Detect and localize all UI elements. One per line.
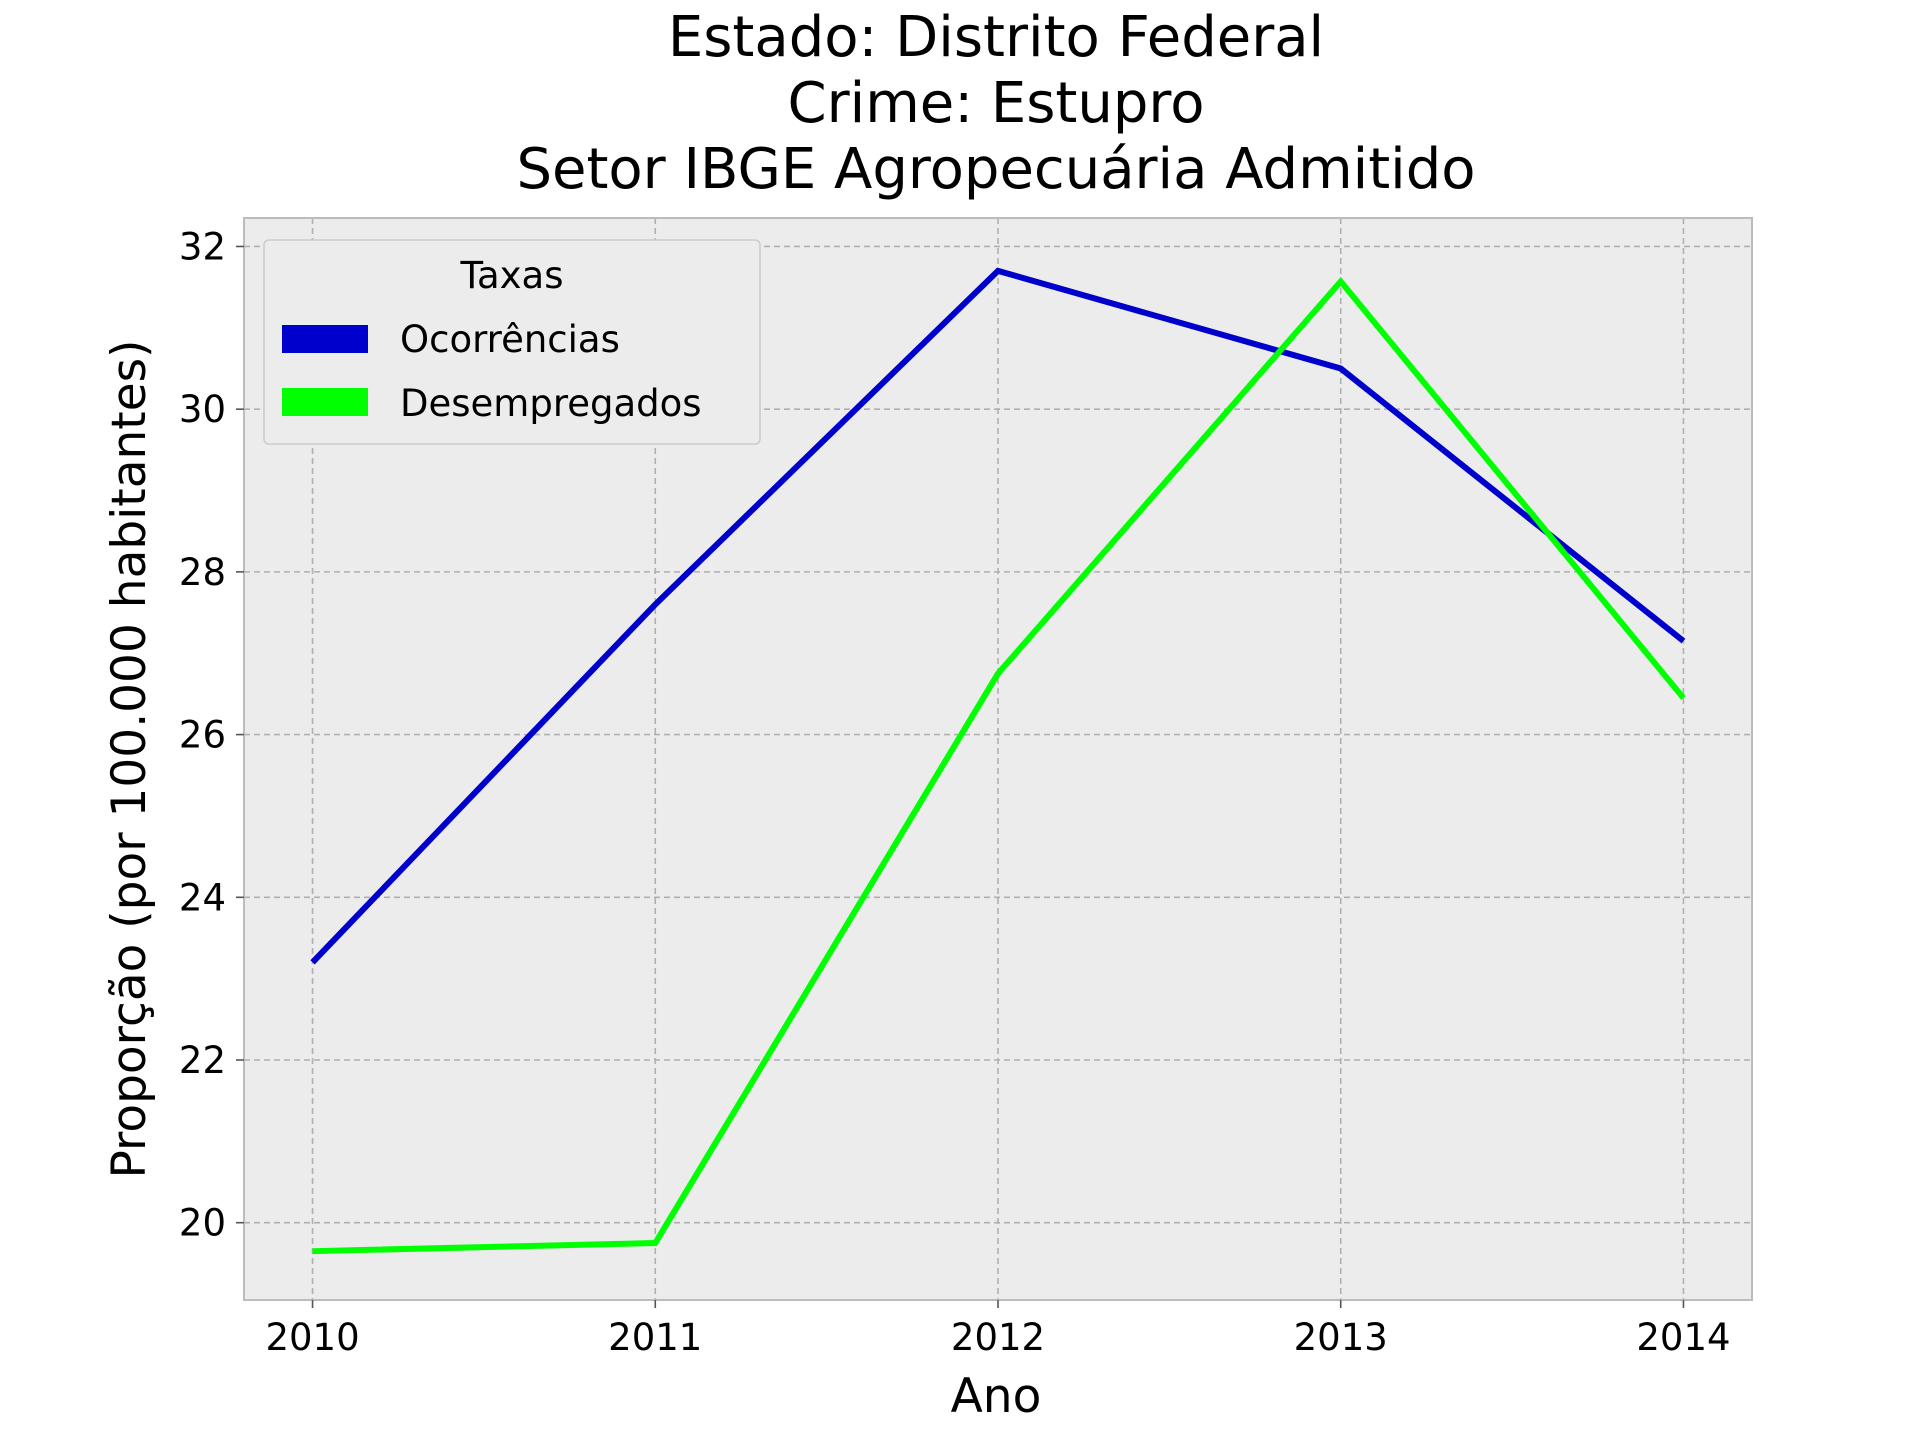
x-tick-label: 2014	[1636, 1316, 1730, 1359]
title-line-3: Setor IBGE Agropecuária Admitido	[516, 137, 1475, 202]
title-line-1: Estado: Distrito Federal	[668, 5, 1324, 70]
x-tick-label: 2013	[1294, 1316, 1388, 1359]
legend-swatch-desempregados	[282, 388, 368, 416]
x-tick-label: 2010	[265, 1316, 359, 1359]
series-lines	[310, 267, 1686, 1255]
y-tick-label: 28	[179, 551, 226, 594]
chart-title: Estado: Distrito Federal Crime: Estupro …	[516, 5, 1475, 202]
y-tick-label: 30	[179, 388, 226, 431]
legend-label-ocorrencias: Ocorrências	[400, 318, 620, 361]
y-tick-label: 20	[179, 1202, 226, 1245]
x-axis-ticks: 2010 2011 2012 2013 2014	[265, 1300, 1731, 1359]
legend-title: Taxas	[460, 254, 564, 297]
y-tick-label: 26	[179, 714, 226, 757]
x-tick-label: 2011	[608, 1316, 702, 1359]
y-axis-label: Proporção (por 100.000 habitantes)	[102, 340, 157, 1179]
legend-label-desempregados: Desempregados	[400, 382, 702, 425]
title-line-2: Crime: Estupro	[788, 71, 1205, 136]
x-tick-label: 2012	[951, 1316, 1045, 1359]
y-axis-ticks: 20 22 24 26 28 30 32	[179, 225, 244, 1245]
legend: Taxas Ocorrências Desempregados	[263, 239, 761, 445]
y-tick-label: 22	[179, 1039, 226, 1082]
y-tick-label: 24	[179, 876, 226, 919]
legend-box	[263, 239, 761, 445]
legend-swatch-ocorrencias	[282, 325, 368, 353]
gridlines	[244, 218, 1752, 1300]
x-axis-label: Ano	[951, 1369, 1042, 1424]
y-tick-label: 32	[179, 225, 226, 268]
